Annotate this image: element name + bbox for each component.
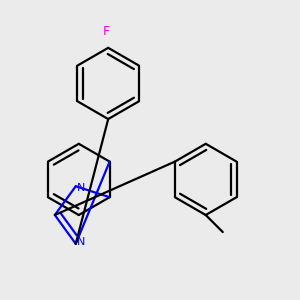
Text: N: N: [76, 183, 85, 193]
Text: F: F: [103, 25, 110, 38]
Text: N: N: [76, 237, 85, 247]
